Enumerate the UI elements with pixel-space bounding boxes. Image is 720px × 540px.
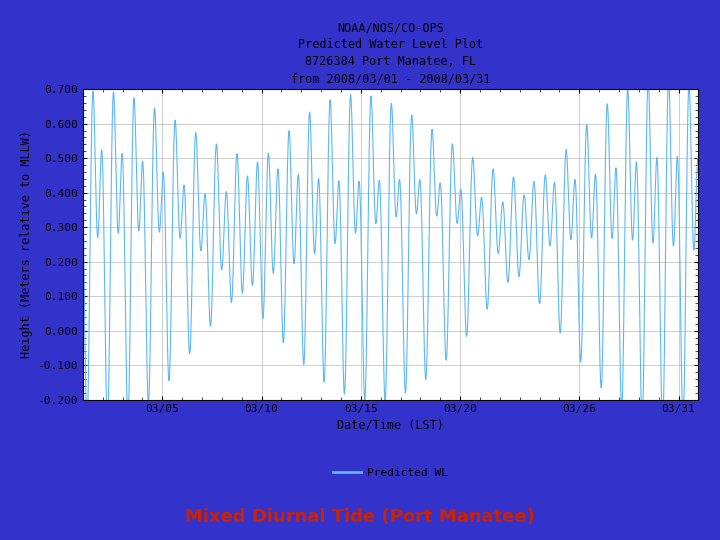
Legend: Predicted WL: Predicted WL (329, 464, 452, 483)
Title: NOAA/NOS/CO-OPS
Predicted Water Level Plot
8726384 Port Manatee, FL
from 2008/03: NOAA/NOS/CO-OPS Predicted Water Level Pl… (291, 21, 490, 85)
Y-axis label: Height (Meters relative to MLLW): Height (Meters relative to MLLW) (20, 130, 33, 359)
Text: Mixed Diurnal Tide (Port Manatee): Mixed Diurnal Tide (Port Manatee) (185, 508, 535, 526)
X-axis label: Date/Time (LST): Date/Time (LST) (337, 418, 444, 431)
